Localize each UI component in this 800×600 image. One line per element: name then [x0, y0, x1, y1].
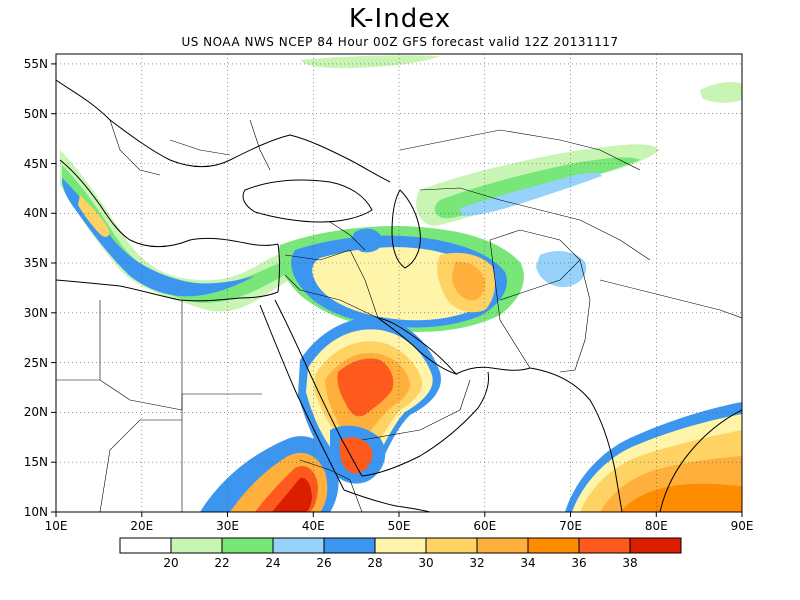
coastline-india-east: [659, 409, 742, 512]
legend-label: 26: [316, 556, 331, 570]
lat-label-35n: 35N: [24, 256, 48, 270]
map-subtitle: US NOAA NWS NCEP 84 Hour 00Z GFS forecas…: [181, 35, 619, 49]
k-index-band-med-green: [62, 165, 320, 303]
lat-label-45n: 45N: [24, 157, 48, 171]
border-iran-east: [489, 239, 531, 369]
lat-label-10n: 10N: [24, 505, 48, 519]
k-index-band-italy: [78, 195, 110, 237]
coastlines: [56, 79, 742, 512]
legend-swatch: [476, 537, 529, 554]
coastline-arabian-south: [361, 371, 489, 477]
k-index-north-patch: [300, 55, 440, 68]
lon-label-40e: 40E: [302, 519, 325, 533]
k-index-africa-core: [272, 477, 312, 512]
legend-swatch: [425, 537, 478, 554]
border-arabia-north: [299, 289, 379, 319]
legend-label: 28: [367, 556, 382, 570]
latitude-labels: 55N 50N 45N 40N 35N 30N 25N 20N 15N 10N: [24, 57, 48, 519]
k-index-iran-core: [452, 261, 486, 301]
coastline-red-sea-west: [259, 304, 345, 491]
axis-ticks: [51, 63, 743, 517]
longitude-labels: 10E 20E 30E 40E 50E 60E 70E 80E 90E: [45, 519, 754, 533]
lon-label-70e: 70E: [559, 519, 582, 533]
border-saudi-oman: [459, 379, 471, 411]
k-index-band-med-blue: [62, 178, 255, 297]
color-legend: 20 22 24 26 28 30 32 34 36 38: [119, 537, 682, 570]
lat-label-15n: 15N: [24, 455, 48, 469]
lon-label-80e: 80E: [645, 519, 668, 533]
k-index-yemen-red: [339, 437, 373, 474]
coastline-mediterranean-south: [56, 279, 279, 302]
k-index-india-red: [620, 483, 742, 512]
border-syria-iraq: [284, 249, 351, 261]
legend-swatch: [119, 537, 172, 554]
coastline-horn-africa: [343, 489, 431, 512]
legend-label: 32: [469, 556, 484, 570]
map-title: K-Index: [348, 4, 452, 34]
lon-label-90e: 90E: [731, 519, 754, 533]
coastline-levant: [277, 243, 280, 293]
legend-label: 20: [163, 556, 178, 570]
border-kazakhstan: [399, 129, 641, 171]
k-index-band-north-blue: [460, 172, 602, 217]
coastline-mediterranean-north: [59, 159, 279, 248]
coastline-red-sea-east: [274, 299, 363, 477]
legend-swatch: [323, 537, 376, 554]
border-iraq-iran: [349, 249, 379, 319]
legend-swatch: [629, 537, 682, 554]
k-index-arabia-red: [337, 358, 394, 417]
country-borders: [56, 119, 742, 512]
border-central-asia: [419, 187, 651, 261]
coastline-gulf-oman: [455, 366, 531, 375]
lon-label-10e: 10E: [45, 519, 68, 533]
legend-label: 22: [214, 556, 229, 570]
k-index-east-patch: [536, 250, 587, 288]
lon-label-20e: 20E: [130, 519, 153, 533]
lon-label-30e: 30E: [216, 519, 239, 533]
legend-swatch: [578, 537, 631, 554]
legend-swatch: [221, 537, 274, 554]
lat-label-50n: 50N: [24, 107, 48, 121]
border-libya-west: [99, 300, 183, 411]
lat-label-55n: 55N: [24, 57, 48, 71]
legend-swatch: [374, 537, 427, 554]
border-chad-sudan: [99, 419, 182, 512]
k-index-northeast-patch: [700, 82, 742, 103]
coastline-black-sea: [242, 179, 373, 223]
border-turkey-east: [329, 221, 366, 251]
legend-label: 38: [622, 556, 637, 570]
legend-swatch: [527, 537, 580, 554]
lat-label-25n: 25N: [24, 356, 48, 370]
border-europe-interior: [109, 119, 271, 176]
k-index-caspian-patch: [352, 228, 383, 253]
coastline-caspian: [391, 189, 421, 269]
lat-label-30n: 30N: [24, 306, 48, 320]
k-index-field: [60, 55, 742, 512]
border-china-india: [599, 279, 742, 319]
border-jordan: [284, 274, 301, 291]
legend-swatch: [272, 537, 325, 554]
legend-label: 34: [520, 556, 535, 570]
coastline-india-west: [529, 367, 623, 512]
legend-label: 24: [265, 556, 280, 570]
legend-label: 36: [571, 556, 586, 570]
lon-label-50e: 50E: [388, 519, 411, 533]
coastline-europe: [56, 79, 391, 183]
lat-label-20n: 20N: [24, 405, 48, 419]
lat-label-40n: 40N: [24, 206, 48, 220]
border-pakistan-india: [559, 259, 591, 373]
border-saudi-yemen: [361, 409, 461, 441]
legend-label: 30: [418, 556, 433, 570]
lon-label-60e: 60E: [473, 519, 496, 533]
border-ethiopia: [299, 459, 363, 512]
grid-lines: [56, 54, 742, 512]
legend-swatch: [170, 537, 223, 554]
